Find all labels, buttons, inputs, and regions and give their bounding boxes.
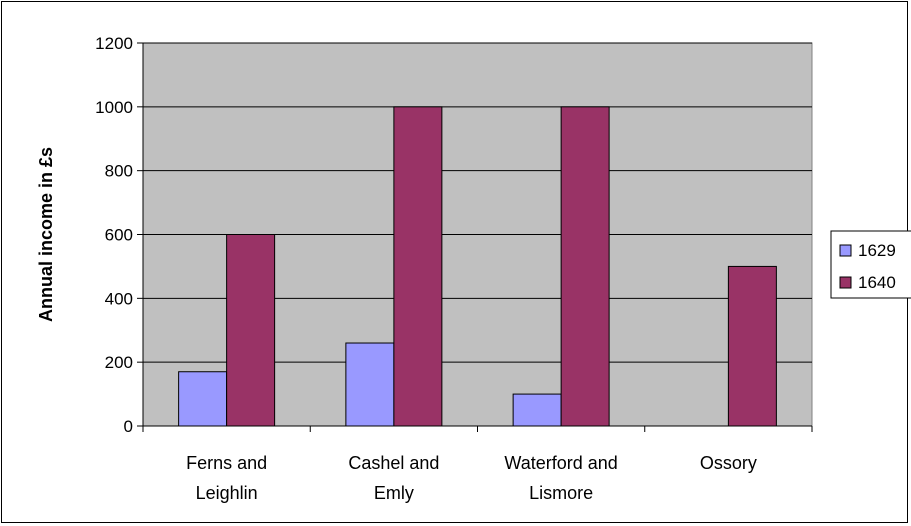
legend-swatch-1640 bbox=[839, 276, 852, 289]
bar-1640 bbox=[560, 106, 610, 427]
y-tick-label: 0 bbox=[124, 417, 133, 436]
bar-1640 bbox=[727, 265, 777, 427]
bar-1629 bbox=[178, 371, 228, 427]
x-category-label: Waterford and bbox=[504, 453, 617, 473]
y-tick-label: 400 bbox=[105, 289, 133, 308]
x-category-label: Ferns and bbox=[186, 453, 267, 473]
legend-label-1640: 1640 bbox=[858, 273, 896, 292]
x-category-label: Cashel and bbox=[348, 453, 439, 473]
y-tick-label: 600 bbox=[105, 226, 133, 245]
x-category-label: Ossory bbox=[700, 453, 757, 473]
legend-swatch-1629 bbox=[839, 244, 852, 257]
bar-1640 bbox=[226, 234, 276, 427]
y-tick-label: 1200 bbox=[95, 34, 133, 53]
x-category-label: Lismore bbox=[529, 483, 593, 503]
y-tick-label: 800 bbox=[105, 162, 133, 181]
legend-label-1629: 1629 bbox=[858, 241, 896, 260]
x-category-label: Emly bbox=[374, 483, 414, 503]
bar-1640 bbox=[393, 106, 443, 427]
y-tick-label: 1000 bbox=[95, 98, 133, 117]
x-category-label: Leighlin bbox=[196, 483, 258, 503]
y-axis-title: Annual income in £s bbox=[36, 147, 56, 322]
bar-1629 bbox=[345, 342, 395, 427]
bar-1629 bbox=[512, 393, 562, 427]
y-tick-label: 200 bbox=[105, 353, 133, 372]
